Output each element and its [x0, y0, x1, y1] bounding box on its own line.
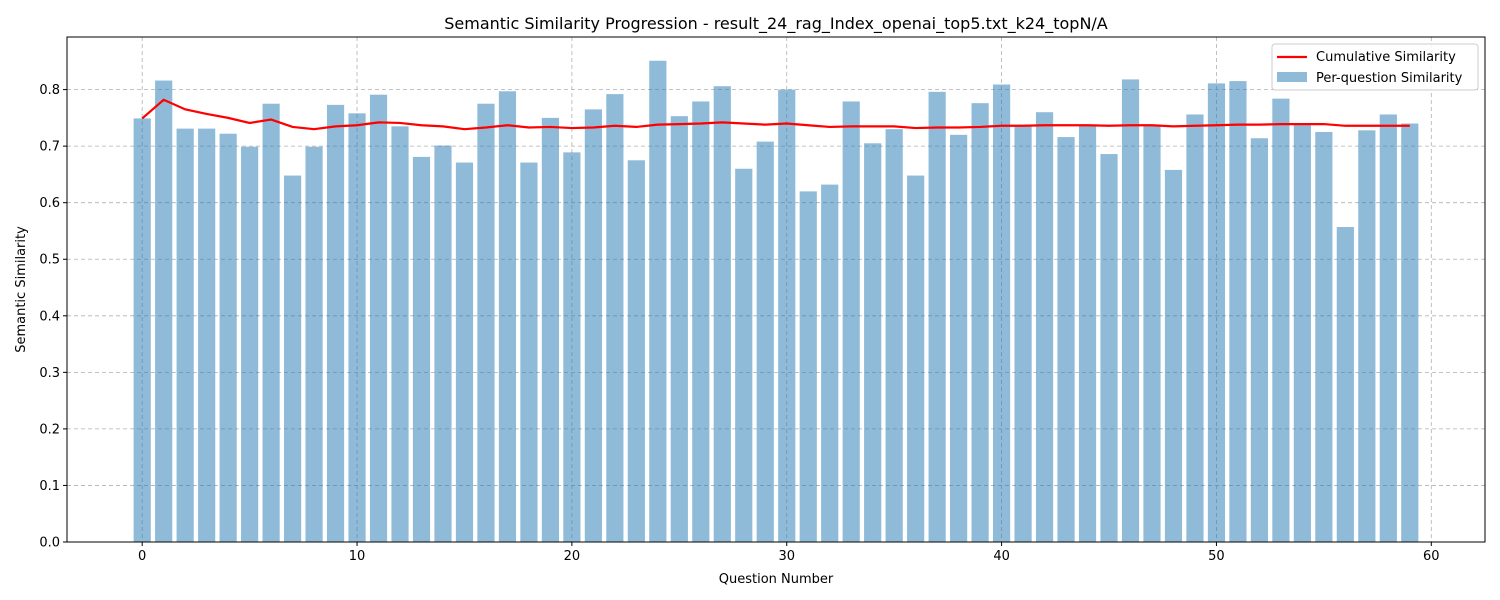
bar-per-question: [326, 104, 345, 542]
bar-per-question: [627, 160, 645, 543]
x-tick-label: 40: [993, 549, 1010, 564]
x-tick-label: 0: [138, 549, 146, 564]
y-tick-label: 0.3: [39, 366, 60, 381]
bar-per-question: [305, 146, 323, 542]
bar-per-question: [842, 101, 860, 543]
plot-frame: [66, 36, 1486, 543]
y-tick-label: 0.5: [39, 253, 60, 268]
bar-per-question: [1272, 98, 1290, 543]
bar-per-question: [885, 129, 903, 543]
bar-per-question: [348, 113, 366, 543]
bar-per-question: [283, 175, 302, 542]
bar-per-question: [735, 168, 753, 542]
bar-per-question: [198, 128, 216, 542]
bar-per-question: [907, 175, 925, 542]
bar-per-question: [1014, 126, 1032, 543]
y-tick-label: 0.4: [39, 309, 60, 324]
x-axis-label: Question Number: [719, 572, 834, 587]
legend-label-per-question: Per-question Similarity: [1316, 71, 1463, 86]
legend-swatch-per-question: [1277, 72, 1307, 82]
bar-per-question: [1035, 112, 1054, 542]
bar-per-question: [412, 156, 431, 543]
legend: Cumulative Similarity Per-question Simil…: [1271, 43, 1479, 91]
bar-per-question: [219, 133, 237, 542]
y-tick-label: 0.2: [39, 422, 60, 437]
chart-title: Semantic Similarity Progression - result…: [444, 14, 1108, 34]
bar-per-question: [1121, 79, 1140, 543]
bar-per-question: [1315, 132, 1333, 542]
bar-per-question: [434, 145, 452, 543]
bar-per-question: [992, 84, 1011, 542]
x-tick-label: 30: [778, 549, 795, 564]
bar-per-question: [1100, 154, 1118, 542]
y-tick-label: 0.0: [39, 536, 60, 551]
bar-per-question: [155, 80, 173, 542]
bar-per-question: [584, 109, 602, 542]
bar-per-question: [498, 91, 517, 542]
bar-per-question: [391, 126, 409, 543]
bar-per-question: [369, 94, 388, 542]
bar-per-question: [241, 146, 259, 542]
axis-ticks: 0 10 20 30 40 50 60 0.0 0.1 0.2 0.3 0.4 0.5 0.6 0.7 0.8: [39, 83, 1439, 564]
bar-per-question: [1186, 114, 1204, 543]
x-tick-label: 50: [1208, 549, 1225, 564]
bar-per-question: [1207, 83, 1226, 543]
y-tick-label: 0.8: [39, 83, 60, 98]
bar-per-question: [1057, 137, 1075, 542]
x-tick-label: 60: [1423, 549, 1440, 564]
bar-per-question: [520, 162, 538, 543]
bar-per-question: [541, 117, 560, 542]
bar-per-question: [1358, 130, 1376, 542]
bar-per-question: [799, 191, 817, 542]
bar-per-question: [950, 134, 968, 543]
line-series-cumulative: [141, 98, 1410, 131]
x-tick-label: 20: [564, 549, 581, 564]
bar-per-question: [606, 94, 624, 543]
bar-per-question: [1293, 123, 1311, 543]
bar-per-question: [262, 103, 280, 542]
bar-per-question: [778, 89, 796, 543]
bar-per-question: [692, 101, 710, 543]
bar-per-question: [563, 152, 581, 542]
bar-per-question: [455, 162, 474, 543]
legend-box: [1271, 43, 1479, 91]
bar-per-question: [1078, 125, 1097, 542]
bar-per-question: [477, 103, 495, 542]
y-tick-label: 0.1: [39, 479, 60, 494]
bar-per-question: [1250, 138, 1269, 542]
bar-per-question: [649, 60, 667, 542]
bar-per-question: [1164, 169, 1183, 543]
y-tick-label: 0.7: [39, 140, 60, 155]
bar-per-question: [1143, 124, 1161, 542]
bar-per-question: [971, 103, 989, 542]
bar-per-question: [176, 128, 194, 542]
y-axis-label: Semantic Similarity: [14, 226, 29, 353]
bar-per-question: [133, 118, 151, 542]
bar-per-question: [1401, 123, 1419, 543]
bar-per-question: [821, 184, 839, 543]
x-tick-label: 10: [349, 549, 366, 564]
legend-label-cumulative: Cumulative Similarity: [1316, 50, 1456, 65]
bar-per-question: [1379, 114, 1397, 543]
bar-per-question: [864, 143, 882, 542]
bar-per-question: [670, 116, 688, 543]
bar-series-per-question: [133, 60, 1419, 543]
bar-per-question: [756, 141, 774, 542]
bar-per-question: [928, 91, 946, 542]
y-tick-label: 0.6: [39, 196, 60, 211]
bar-per-question: [1336, 227, 1354, 542]
bar-per-question: [713, 86, 731, 542]
bar-per-question: [1229, 81, 1247, 542]
